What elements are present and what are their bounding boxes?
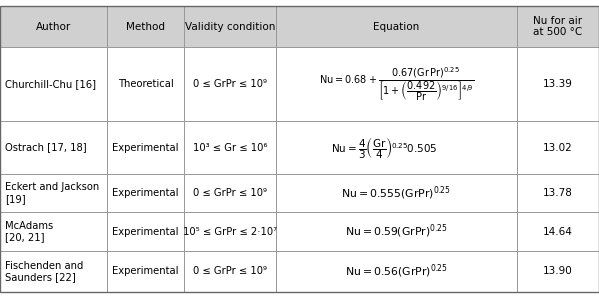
Text: 13.90: 13.90 — [543, 266, 573, 277]
Text: McAdams
[20, 21]: McAdams [20, 21] — [5, 221, 53, 242]
Bar — [517, 212, 599, 251]
Text: Method: Method — [126, 21, 165, 32]
Bar — [517, 47, 599, 121]
Bar — [107, 6, 184, 47]
Bar — [276, 121, 517, 174]
Text: Experimental: Experimental — [112, 266, 179, 277]
Bar — [107, 174, 184, 212]
Text: 10³ ≤ Gr ≤ 10⁶: 10³ ≤ Gr ≤ 10⁶ — [193, 142, 267, 153]
Bar — [0, 212, 107, 251]
Bar — [276, 212, 517, 251]
Text: Experimental: Experimental — [112, 188, 179, 198]
Bar — [184, 212, 276, 251]
Bar — [107, 212, 184, 251]
Text: Ostrach [17, 18]: Ostrach [17, 18] — [5, 142, 86, 153]
Text: Eckert and Jackson
[19]: Eckert and Jackson [19] — [5, 182, 99, 204]
Text: Equation: Equation — [373, 21, 419, 32]
Text: Churchill-Chu [16]: Churchill-Chu [16] — [5, 79, 96, 89]
Bar — [184, 6, 276, 47]
Bar — [276, 251, 517, 292]
Bar — [0, 6, 107, 47]
Bar — [184, 174, 276, 212]
Bar — [184, 47, 276, 121]
Text: Experimental: Experimental — [112, 142, 179, 153]
Text: Experimental: Experimental — [112, 226, 179, 237]
Bar — [517, 251, 599, 292]
Bar — [0, 47, 107, 121]
Bar — [184, 251, 276, 292]
Bar — [517, 121, 599, 174]
Text: $\mathrm{Nu} = 0.555(\mathrm{GrPr})^{0.25}$: $\mathrm{Nu} = 0.555(\mathrm{GrPr})^{0.2… — [341, 184, 451, 202]
Text: Fischenden and
Saunders [22]: Fischenden and Saunders [22] — [5, 261, 83, 282]
Bar — [276, 174, 517, 212]
Bar — [517, 174, 599, 212]
Bar — [276, 6, 517, 47]
Bar — [276, 47, 517, 121]
Bar — [107, 121, 184, 174]
Text: 0 ≤ GrPr ≤ 10⁹: 0 ≤ GrPr ≤ 10⁹ — [193, 79, 267, 89]
Text: Nu for air
at 500 °C: Nu for air at 500 °C — [533, 16, 583, 37]
Bar — [0, 121, 107, 174]
Text: 14.64: 14.64 — [543, 226, 573, 237]
Bar — [107, 251, 184, 292]
Text: $\mathrm{Nu} = 0.68 + \dfrac{0.67(\mathrm{Gr\,Pr})^{0.25}}{\left[1+\left(\dfrac{: $\mathrm{Nu} = 0.68 + \dfrac{0.67(\mathr… — [319, 65, 474, 103]
Text: 13.78: 13.78 — [543, 188, 573, 198]
Text: 0 ≤ GrPr ≤ 10⁹: 0 ≤ GrPr ≤ 10⁹ — [193, 188, 267, 198]
Text: $\mathrm{Nu} = \dfrac{4}{3}\left(\dfrac{\mathrm{Gr}}{4}\right)^{\!0.25}\!\!\;0.5: $\mathrm{Nu} = \dfrac{4}{3}\left(\dfrac{… — [331, 135, 437, 161]
Bar — [107, 47, 184, 121]
Text: $\mathrm{Nu} = 0.59(\mathrm{GrPr})^{0.25}$: $\mathrm{Nu} = 0.59(\mathrm{GrPr})^{0.25… — [345, 223, 447, 240]
Bar — [0, 174, 107, 212]
Bar — [0, 251, 107, 292]
Text: $\mathrm{Nu} = 0.56(\mathrm{GrPr})^{0.25}$: $\mathrm{Nu} = 0.56(\mathrm{GrPr})^{0.25… — [345, 263, 447, 280]
Text: Theoretical: Theoretical — [117, 79, 174, 89]
Bar — [184, 121, 276, 174]
Text: Author: Author — [36, 21, 71, 32]
Text: 10⁵ ≤ GrPr ≤ 2·10⁷: 10⁵ ≤ GrPr ≤ 2·10⁷ — [183, 226, 277, 237]
Text: 13.39: 13.39 — [543, 79, 573, 89]
Text: 0 ≤ GrPr ≤ 10⁹: 0 ≤ GrPr ≤ 10⁹ — [193, 266, 267, 277]
Bar — [517, 6, 599, 47]
Text: 13.02: 13.02 — [543, 142, 573, 153]
Text: Validity condition: Validity condition — [185, 21, 275, 32]
